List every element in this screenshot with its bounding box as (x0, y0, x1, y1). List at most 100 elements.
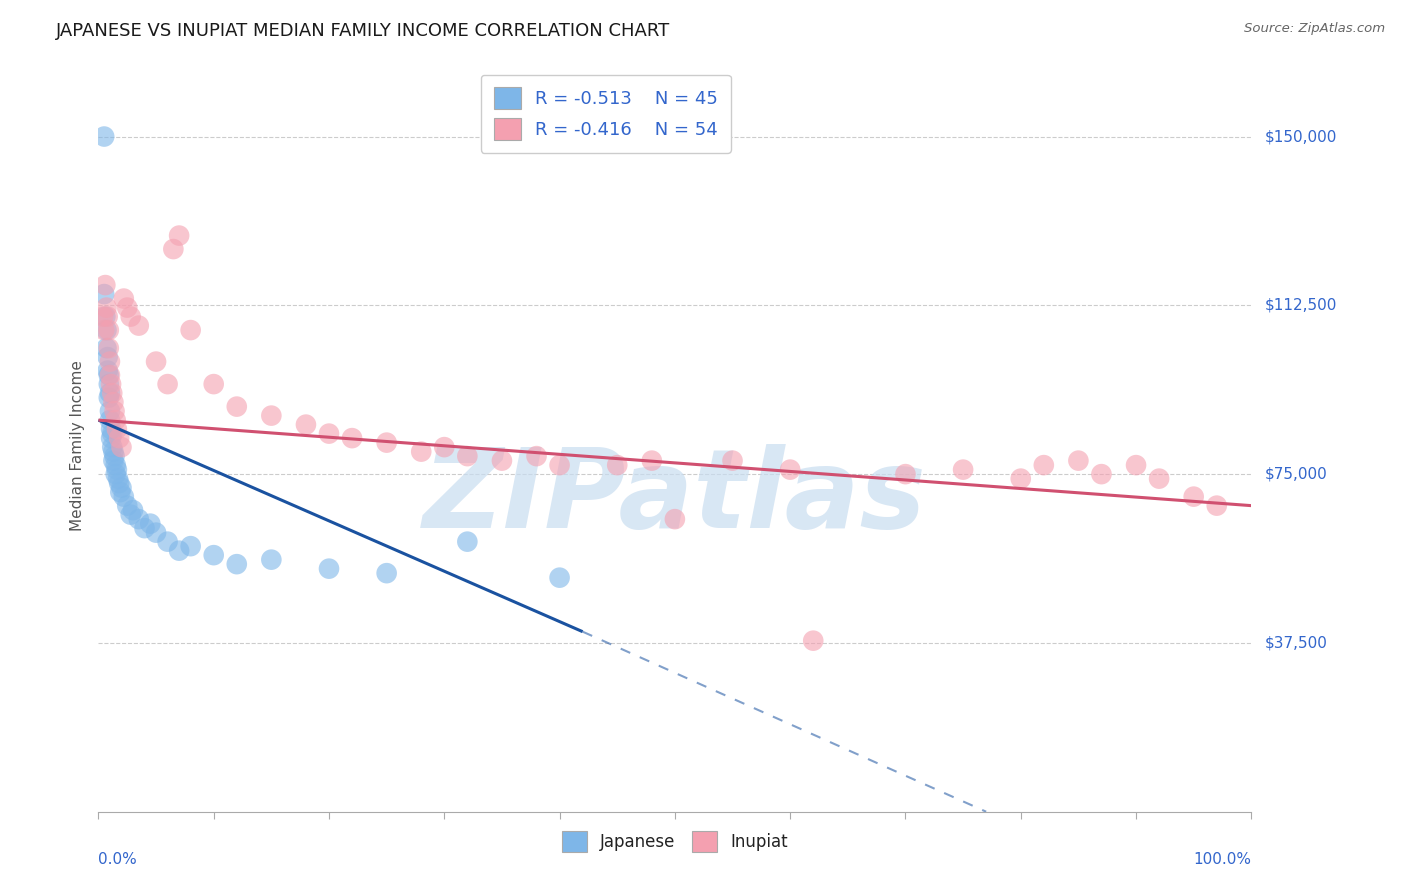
Point (97, 377, 120, 392)
Point (112, 490, 135, 504)
Point (128, 318, 150, 333)
Point (145, 525, 167, 540)
Point (108, 431, 131, 445)
Point (456, 449, 478, 463)
Point (96, 341, 118, 355)
Point (97, 341, 120, 355)
Point (93, 287, 115, 301)
Point (98, 386, 121, 401)
Point (260, 409, 283, 423)
Point (103, 444, 125, 458)
Point (91, 310, 114, 324)
Point (101, 440, 124, 454)
Point (411, 444, 433, 458)
Point (104, 458, 127, 472)
Point (779, 462, 801, 476)
Legend: Japanese, Inupiat: Japanese, Inupiat (555, 824, 794, 858)
Point (139, 516, 162, 531)
Point (318, 426, 340, 441)
Text: JAPANESE VS INUPIAT MEDIAN FAMILY INCOME CORRELATION CHART: JAPANESE VS INUPIAT MEDIAN FAMILY INCOME… (56, 22, 671, 40)
Point (98, 354, 121, 368)
Point (526, 449, 548, 463)
Point (97, 368, 120, 383)
Point (1090, 467, 1112, 482)
Point (225, 557, 247, 571)
Point (156, 377, 179, 392)
Point (1032, 458, 1054, 472)
Point (134, 521, 156, 535)
Point (96, 301, 118, 315)
Point (295, 417, 318, 432)
Point (98, 413, 121, 427)
Point (180, 323, 202, 337)
Point (120, 310, 142, 324)
Point (100, 422, 122, 436)
Point (375, 435, 398, 450)
Point (375, 566, 398, 581)
Point (108, 476, 131, 491)
Point (548, 458, 571, 472)
Text: 100.0%: 100.0% (1194, 852, 1251, 867)
Point (104, 467, 127, 482)
Point (225, 400, 247, 414)
Point (100, 431, 122, 445)
Point (97, 391, 120, 405)
Point (103, 449, 125, 463)
Point (318, 562, 340, 576)
Point (110, 485, 132, 500)
Point (162, 242, 184, 256)
Point (1067, 453, 1090, 467)
Point (894, 467, 917, 482)
Point (97, 310, 120, 324)
Point (721, 453, 744, 467)
Point (952, 462, 974, 476)
Point (93, 129, 115, 144)
Point (641, 453, 664, 467)
Text: $112,500: $112,500 (1265, 298, 1337, 313)
Point (94, 310, 117, 324)
Text: 0.0%: 0.0% (98, 852, 138, 867)
Point (103, 395, 125, 409)
Point (112, 292, 135, 306)
Point (606, 458, 628, 472)
Point (103, 453, 125, 467)
Point (105, 422, 128, 436)
Point (1010, 472, 1032, 486)
Point (104, 413, 127, 427)
Y-axis label: Median Family Income: Median Family Income (70, 360, 86, 532)
Point (93, 323, 115, 337)
Point (96, 323, 118, 337)
Point (117, 301, 139, 315)
Point (167, 228, 190, 243)
Point (105, 462, 128, 476)
Text: ZIPatlas: ZIPatlas (423, 443, 927, 550)
Point (101, 386, 124, 401)
Text: $75,000: $75,000 (1265, 467, 1329, 482)
Point (98, 404, 121, 418)
Point (122, 503, 145, 517)
Point (120, 508, 142, 522)
Point (340, 431, 363, 445)
Point (156, 534, 179, 549)
Point (128, 512, 150, 526)
Point (1205, 499, 1227, 513)
Point (202, 377, 225, 392)
Point (145, 354, 167, 368)
Point (664, 512, 686, 526)
Point (97, 323, 120, 337)
Point (98, 368, 121, 383)
Point (180, 539, 202, 553)
Point (110, 481, 132, 495)
Point (1182, 490, 1205, 504)
Point (94, 278, 117, 293)
Text: Source: ZipAtlas.com: Source: ZipAtlas.com (1244, 22, 1385, 36)
Point (100, 377, 122, 392)
Point (97, 350, 120, 364)
Point (107, 472, 129, 486)
Point (548, 571, 571, 585)
Point (433, 440, 456, 454)
Point (202, 548, 225, 562)
Point (260, 552, 283, 566)
Point (117, 499, 139, 513)
Point (491, 453, 513, 467)
